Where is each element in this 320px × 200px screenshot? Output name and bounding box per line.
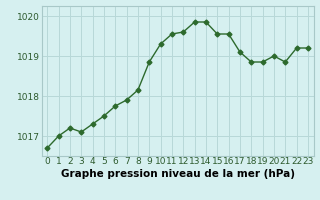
X-axis label: Graphe pression niveau de la mer (hPa): Graphe pression niveau de la mer (hPa) <box>60 169 295 179</box>
